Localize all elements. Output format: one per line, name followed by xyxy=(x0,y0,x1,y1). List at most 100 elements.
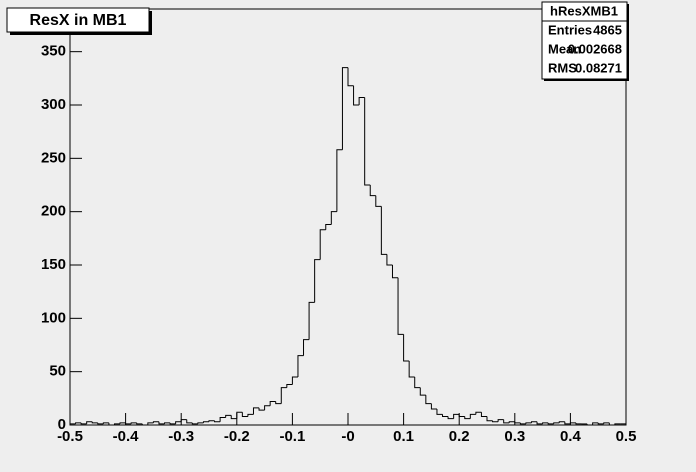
bin xyxy=(514,421,521,424)
bin xyxy=(303,339,310,356)
bin xyxy=(620,423,627,425)
stats-value: 0.08271 xyxy=(575,60,622,75)
stats-frame xyxy=(541,1,628,80)
y-tick-label: 300 xyxy=(41,96,66,113)
y-tick-label: 50 xyxy=(49,363,66,380)
bin xyxy=(69,423,76,425)
bin xyxy=(347,67,354,87)
bin xyxy=(492,420,499,423)
y-tick-label: 0 xyxy=(58,416,66,433)
bin xyxy=(480,412,487,417)
bin xyxy=(430,403,437,410)
bin xyxy=(108,422,115,426)
bin xyxy=(75,422,82,424)
bin xyxy=(503,419,510,424)
bin xyxy=(291,376,298,385)
bin xyxy=(508,421,515,423)
bin xyxy=(475,411,482,415)
bin xyxy=(191,422,198,425)
bin xyxy=(136,422,143,425)
bin xyxy=(297,355,304,377)
bin xyxy=(497,419,504,422)
bin xyxy=(536,421,543,425)
bin xyxy=(597,422,604,425)
x-tick-label: -0.2 xyxy=(224,428,250,445)
stats-value: 0.002668 xyxy=(568,41,622,56)
bin xyxy=(542,422,549,424)
bin xyxy=(241,412,248,417)
bin xyxy=(258,407,265,411)
y-tick-label: 250 xyxy=(41,149,66,166)
bin xyxy=(419,387,426,396)
bin xyxy=(230,415,237,420)
bin xyxy=(214,420,221,423)
bin xyxy=(175,421,182,424)
bin xyxy=(264,405,271,411)
bin xyxy=(375,195,382,207)
bin xyxy=(86,421,93,424)
bin xyxy=(252,407,260,415)
y-tick-label: 200 xyxy=(41,203,66,220)
bin xyxy=(147,422,154,425)
bin xyxy=(569,422,576,424)
bin xyxy=(225,414,232,418)
x-tick-label: -0.3 xyxy=(168,428,194,445)
bin xyxy=(236,411,243,419)
bin xyxy=(525,422,532,424)
bin xyxy=(469,413,476,419)
bin xyxy=(386,254,393,266)
stats-name: hResXMB1 xyxy=(550,3,618,18)
bin xyxy=(130,422,137,424)
bin xyxy=(575,422,582,425)
bin xyxy=(547,422,554,425)
bin xyxy=(319,229,326,260)
bin xyxy=(186,419,193,424)
bin xyxy=(458,414,465,417)
bin xyxy=(592,422,599,425)
bin xyxy=(436,409,443,415)
x-tick-label: 0.2 xyxy=(449,428,470,445)
bin xyxy=(152,421,159,423)
bin xyxy=(608,422,615,426)
bin xyxy=(341,67,348,150)
x-tick-label: -0.1 xyxy=(279,428,305,445)
bin xyxy=(425,395,432,405)
bin xyxy=(197,422,204,424)
bin xyxy=(158,421,165,425)
x-tick-label: -0.5 xyxy=(57,428,83,445)
bin xyxy=(180,419,187,422)
bin xyxy=(102,422,109,424)
bin xyxy=(113,423,121,425)
bin xyxy=(447,416,454,420)
bin xyxy=(202,421,209,423)
bin xyxy=(314,259,321,303)
bin xyxy=(80,422,87,425)
chart-title: ResX in MB1 xyxy=(30,12,127,29)
y-tick-label: 150 xyxy=(41,256,66,273)
bin xyxy=(353,85,360,106)
bin xyxy=(336,149,343,212)
bin xyxy=(125,422,132,425)
bin xyxy=(208,420,215,422)
bin xyxy=(391,265,399,279)
bin xyxy=(219,417,226,422)
bin xyxy=(91,421,98,424)
bin xyxy=(558,421,565,423)
stats-label: Entries xyxy=(548,22,592,37)
stats-value: 4865 xyxy=(593,22,622,37)
bin xyxy=(97,422,104,425)
bin xyxy=(325,223,332,230)
bin xyxy=(280,387,287,404)
bin xyxy=(364,97,371,186)
bin xyxy=(486,416,493,422)
bin xyxy=(286,383,293,388)
bin xyxy=(330,211,337,225)
y-tick-label: 100 xyxy=(41,309,66,326)
x-tick-label: 0.5 xyxy=(616,428,637,445)
bin xyxy=(414,377,421,389)
stats-label: RMS xyxy=(548,60,577,75)
bin xyxy=(603,422,610,424)
bin xyxy=(453,413,460,419)
x-tick-label: -0.4 xyxy=(113,428,140,445)
